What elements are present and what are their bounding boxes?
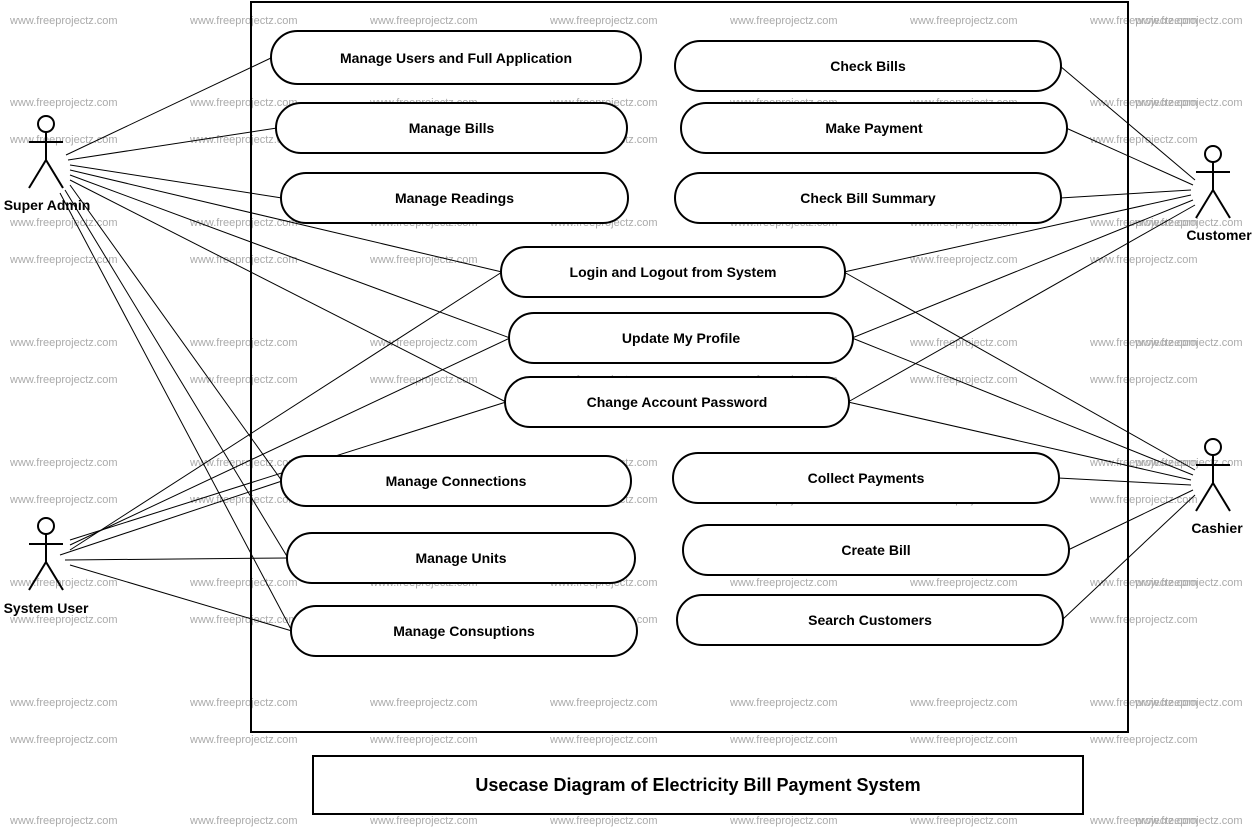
watermark-text: www.freeprojectz.com xyxy=(190,815,298,827)
watermark-text: www.freeprojectz.com xyxy=(10,494,118,506)
actor-label-cashier: Cashier xyxy=(1190,520,1244,536)
usecase-check-summary: Check Bill Summary xyxy=(674,172,1062,224)
usecase-login: Login and Logout from System xyxy=(500,246,846,298)
connector-line xyxy=(66,58,272,156)
watermark-text: www.freeprojectz.com xyxy=(370,734,478,746)
watermark-text: www.freeprojectz.com xyxy=(1090,815,1198,827)
usecase-manage-readings: Manage Readings xyxy=(280,172,629,224)
stick-figure-icon xyxy=(21,517,71,597)
watermark-text: www.freeprojectz.com xyxy=(730,734,838,746)
watermark-text: www.freeprojectz.com xyxy=(550,815,658,827)
connector-line xyxy=(68,128,277,160)
watermark-text: www.freeprojectz.com xyxy=(10,457,118,469)
actor-label-system-user: System User xyxy=(0,600,92,616)
actor-super-admin xyxy=(21,115,71,195)
stick-figure-icon xyxy=(1188,438,1238,518)
watermark-text: www.freeprojectz.com xyxy=(910,815,1018,827)
actor-system-user xyxy=(21,517,71,597)
watermark-text: www.freeprojectz.com xyxy=(370,815,478,827)
watermark-text: www.freeprojectz.com xyxy=(730,815,838,827)
watermark-text: www.freeprojectz.com xyxy=(1135,337,1243,349)
watermark-text: www.freeprojectz.com xyxy=(550,734,658,746)
watermark-text: www.freeprojectz.com xyxy=(10,815,118,827)
usecase-search-customers: Search Customers xyxy=(676,594,1064,646)
watermark-text: www.freeprojectz.com xyxy=(910,734,1018,746)
watermark-text: www.freeprojectz.com xyxy=(10,254,118,266)
usecase-manage-users: Manage Users and Full Application xyxy=(270,30,642,85)
watermark-text: www.freeprojectz.com xyxy=(1135,97,1243,109)
watermark-text: www.freeprojectz.com xyxy=(1135,15,1243,27)
usecase-collect-payments: Collect Payments xyxy=(672,452,1060,504)
diagram-title-text: Usecase Diagram of Electricity Bill Paym… xyxy=(475,775,920,796)
usecase-manage-consumptions: Manage Consuptions xyxy=(290,605,638,657)
usecase-create-bill: Create Bill xyxy=(682,524,1070,576)
watermark-text: www.freeprojectz.com xyxy=(1135,577,1243,589)
usecase-manage-bills: Manage Bills xyxy=(275,102,628,154)
watermark-text: www.freeprojectz.com xyxy=(10,217,118,229)
actor-cashier xyxy=(1188,438,1238,518)
usecase-manage-units: Manage Units xyxy=(286,532,636,584)
usecase-check-bills: Check Bills xyxy=(674,40,1062,92)
watermark-text: www.freeprojectz.com xyxy=(190,734,298,746)
watermark-text: www.freeprojectz.com xyxy=(10,734,118,746)
actor-customer xyxy=(1188,145,1238,225)
watermark-text: www.freeprojectz.com xyxy=(10,15,118,27)
connector-line xyxy=(60,481,282,555)
usecase-make-payment: Make Payment xyxy=(680,102,1068,154)
watermark-text: www.freeprojectz.com xyxy=(10,697,118,709)
usecase-change-password: Change Account Password xyxy=(504,376,850,428)
watermark-text: www.freeprojectz.com xyxy=(10,337,118,349)
actor-label-super-admin: Super Admin xyxy=(0,197,94,213)
stick-figure-icon xyxy=(21,115,71,195)
diagram-title: Usecase Diagram of Electricity Bill Paym… xyxy=(312,755,1084,815)
watermark-text: www.freeprojectz.com xyxy=(1090,734,1198,746)
actor-label-customer: Customer xyxy=(1184,227,1254,243)
usecase-manage-connections: Manage Connections xyxy=(280,455,632,507)
watermark-text: www.freeprojectz.com xyxy=(1135,697,1243,709)
watermark-text: www.freeprojectz.com xyxy=(1135,815,1243,827)
usecase-update-profile: Update My Profile xyxy=(508,312,854,364)
watermark-text: www.freeprojectz.com xyxy=(10,374,118,386)
stick-figure-icon xyxy=(1188,145,1238,225)
watermark-text: www.freeprojectz.com xyxy=(10,97,118,109)
